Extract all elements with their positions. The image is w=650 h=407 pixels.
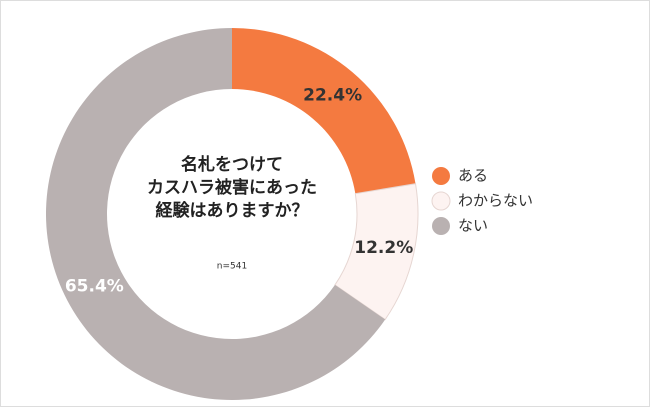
subtitle: n=541 (217, 262, 247, 272)
chart-title: 名札をつけて (181, 154, 283, 175)
value-label: 22.4% (303, 85, 362, 105)
value-label: 65.4% (65, 276, 124, 296)
donut-segment (232, 28, 416, 194)
legend-label: ある (458, 167, 488, 185)
chart-title: カスハラ被害にあった (147, 177, 317, 198)
legend-label: ない (458, 217, 488, 235)
donut-segment (46, 28, 386, 400)
legend-label: わからない (458, 192, 533, 210)
value-label: 12.2% (354, 238, 413, 258)
chart-title: 経験はありますか？ (156, 200, 309, 221)
legend-swatch (431, 191, 451, 211)
legend-swatch (432, 167, 450, 185)
legend-swatch (432, 217, 450, 235)
